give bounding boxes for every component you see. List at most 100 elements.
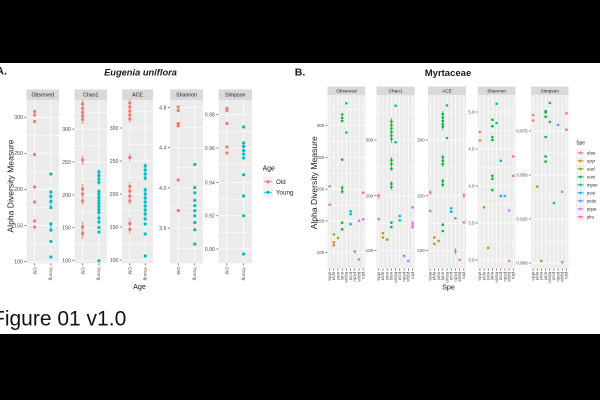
svg-text:200: 200 — [417, 193, 425, 198]
svg-text:pedu: pedu — [402, 272, 407, 282]
svg-text:3.5: 3.5 — [468, 221, 475, 226]
svg-text:Young: Young — [142, 267, 148, 281]
svg-text:pcat: pcat — [348, 272, 353, 281]
svg-text:euni: euni — [543, 272, 548, 280]
svg-text:300: 300 — [62, 127, 71, 133]
svg-text:plru: plru — [410, 272, 415, 280]
svg-text:200: 200 — [62, 193, 71, 199]
svg-text:plru: plru — [462, 272, 467, 280]
svg-text:300: 300 — [317, 123, 325, 128]
svg-text:mpun: mpun — [494, 272, 499, 284]
svg-text:mpun: mpun — [548, 272, 553, 284]
svg-text:3.0: 3.0 — [468, 258, 475, 263]
svg-text:3.6: 3.6 — [159, 226, 166, 232]
svg-text:pgua: pgua — [357, 272, 362, 282]
svg-text:Young: Young — [192, 267, 198, 281]
svg-text:euni: euni — [490, 272, 495, 280]
svg-text:150: 150 — [14, 223, 23, 229]
svg-text:eaxl: eaxl — [385, 272, 390, 280]
svg-text:mpun: mpun — [445, 272, 450, 284]
svg-text:mpun: mpun — [344, 272, 349, 284]
svg-text:pedu: pedu — [587, 199, 597, 204]
svg-text:eaxl: eaxl — [436, 272, 441, 280]
svg-text:B.: B. — [295, 66, 306, 78]
svg-text:Observed: Observed — [32, 93, 55, 99]
svg-text:pedu: pedu — [453, 272, 458, 282]
svg-text:300: 300 — [417, 138, 425, 143]
svg-text:Figure 01 v1.0: Figure 01 v1.0 — [0, 308, 126, 331]
svg-text:ebra: ebra — [587, 151, 596, 156]
svg-text:150: 150 — [62, 226, 71, 232]
svg-text:250: 250 — [110, 159, 119, 165]
svg-text:Spe: Spe — [442, 283, 455, 292]
svg-text:A.: A. — [0, 66, 7, 78]
svg-text:mpun: mpun — [587, 183, 598, 188]
svg-text:Age: Age — [133, 282, 146, 291]
svg-text:0.975: 0.975 — [516, 129, 528, 134]
svg-text:300: 300 — [14, 115, 23, 121]
svg-text:Shannon: Shannon — [176, 93, 197, 99]
svg-text:0.925: 0.925 — [516, 217, 528, 222]
svg-text:Myrtaceae: Myrtaceae — [425, 68, 471, 79]
svg-text:0.92: 0.92 — [205, 214, 215, 220]
svg-text:Old: Old — [31, 267, 37, 275]
svg-text:Alpha Diversity Measure: Alpha Diversity Measure — [309, 136, 319, 229]
svg-text:100: 100 — [110, 258, 119, 264]
svg-text:ebra: ebra — [478, 272, 483, 281]
svg-text:Observed: Observed — [336, 88, 357, 93]
svg-text:ebra: ebra — [327, 272, 332, 281]
svg-text:0.96: 0.96 — [205, 146, 215, 152]
svg-text:epyr: epyr — [381, 272, 386, 281]
svg-text:eaxl: eaxl — [587, 167, 595, 172]
svg-text:4.8: 4.8 — [159, 105, 166, 111]
svg-text:Young: Young — [48, 267, 54, 281]
svg-text:Young: Young — [276, 189, 294, 196]
svg-text:4.5: 4.5 — [468, 147, 475, 152]
svg-text:200: 200 — [110, 192, 119, 198]
svg-text:ebra: ebra — [428, 272, 433, 281]
svg-text:Old: Old — [224, 267, 230, 275]
svg-text:Old: Old — [79, 267, 85, 275]
svg-text:pedu: pedu — [353, 272, 358, 282]
svg-text:250: 250 — [317, 155, 325, 160]
svg-text:pedu: pedu — [556, 272, 561, 282]
svg-text:100: 100 — [417, 248, 425, 253]
svg-text:200: 200 — [366, 193, 374, 198]
svg-text:eaxl: eaxl — [539, 272, 544, 280]
svg-text:Eugenia uniflora: Eugenia uniflora — [104, 68, 177, 78]
svg-text:euni: euni — [441, 272, 446, 280]
svg-text:pcat: pcat — [499, 272, 504, 281]
svg-text:150: 150 — [110, 225, 119, 231]
svg-text:0.900: 0.900 — [516, 261, 528, 266]
svg-text:0.90: 0.90 — [205, 247, 215, 253]
svg-text:pgua: pgua — [587, 207, 597, 212]
svg-text:5.0: 5.0 — [468, 110, 475, 115]
svg-text:euni: euni — [389, 272, 394, 280]
svg-text:plru: plru — [587, 215, 595, 220]
svg-text:Chao1: Chao1 — [389, 88, 403, 93]
svg-text:mpun: mpun — [393, 272, 398, 284]
svg-text:4.4: 4.4 — [159, 146, 166, 152]
svg-text:pgua: pgua — [560, 272, 565, 282]
svg-text:epyr: epyr — [535, 272, 540, 281]
svg-text:150: 150 — [317, 219, 325, 224]
svg-text:Spe: Spe — [576, 140, 585, 146]
svg-text:ACE: ACE — [442, 88, 452, 93]
svg-text:ACE: ACE — [132, 93, 143, 99]
svg-text:Simpson: Simpson — [225, 93, 245, 99]
svg-text:Old: Old — [175, 267, 181, 275]
svg-text:100: 100 — [14, 259, 23, 265]
svg-text:100: 100 — [62, 259, 71, 265]
svg-text:0.94: 0.94 — [205, 180, 215, 186]
svg-text:Alpha Diversity Measure: Alpha Diversity Measure — [5, 139, 15, 232]
svg-text:plru: plru — [511, 272, 516, 280]
svg-text:pcat: pcat — [449, 272, 454, 281]
svg-text:200: 200 — [14, 187, 23, 193]
svg-text:Old: Old — [276, 179, 286, 186]
svg-text:Simpson: Simpson — [541, 88, 560, 93]
svg-text:pcat: pcat — [587, 191, 596, 196]
svg-text:250: 250 — [14, 151, 23, 157]
svg-text:epyr: epyr — [482, 272, 487, 281]
svg-text:Age: Age — [263, 166, 276, 173]
svg-text:eaxl: eaxl — [336, 272, 341, 280]
